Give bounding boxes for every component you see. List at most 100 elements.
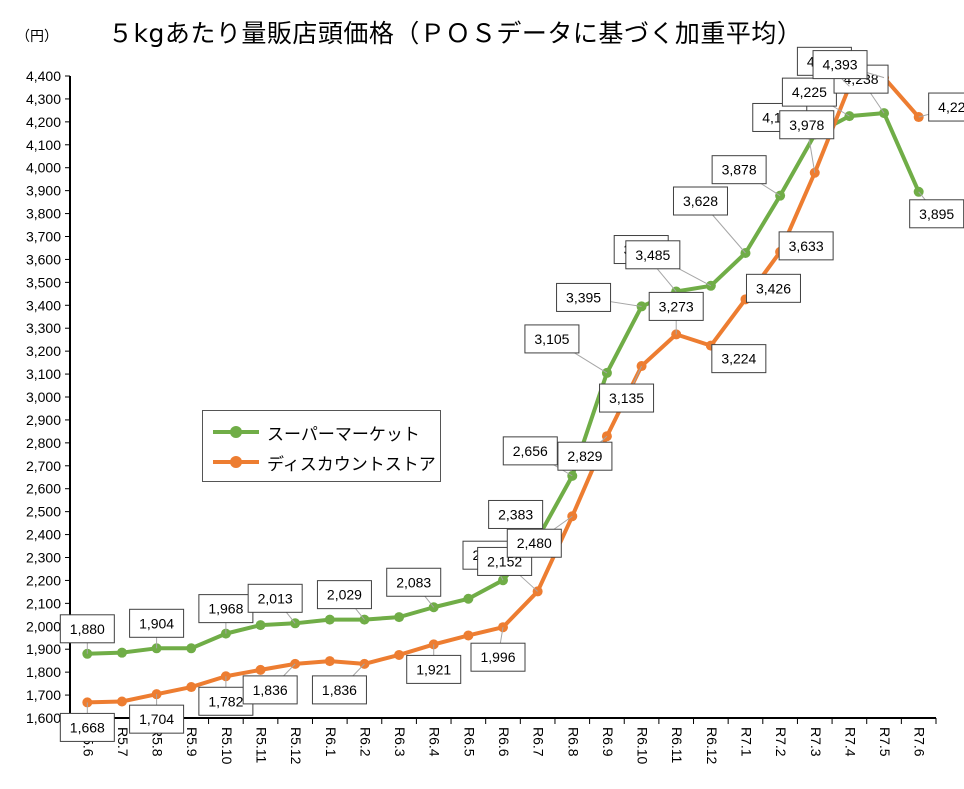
data-point — [394, 649, 405, 660]
x-tick-label: R6.6 — [496, 727, 512, 757]
data-label-box — [557, 441, 613, 471]
y-tick-label: 4,000 — [26, 160, 61, 176]
data-label: 3,878 — [722, 162, 757, 178]
y-tick-label: 4,300 — [26, 91, 61, 107]
data-label: 1,668 — [70, 719, 105, 735]
data-label: 1,904 — [139, 615, 174, 631]
data-label: 2,480 — [517, 535, 552, 551]
y-tick-label: 2,000 — [26, 618, 61, 634]
data-point — [255, 620, 266, 631]
data-label: 4,221 — [938, 99, 964, 115]
data-label: 1,836 — [253, 682, 288, 698]
data-label: 2,656 — [513, 443, 548, 459]
data-label-box — [242, 675, 298, 705]
legend-label-supermarket: スーパーマーケット — [267, 424, 420, 445]
data-label-box — [129, 704, 185, 734]
legend-swatch-discount — [213, 456, 259, 468]
y-tick-label: 1,900 — [26, 641, 61, 657]
data-label: 3,978 — [789, 117, 824, 133]
x-tick-label: R6.10 — [635, 727, 651, 765]
data-label: 3,224 — [721, 351, 756, 367]
y-tick-label: 4,100 — [26, 137, 61, 153]
data-label-box — [406, 654, 462, 684]
data-label-box — [711, 155, 767, 185]
x-tick-label: R6.11 — [669, 727, 685, 764]
data-point — [324, 656, 335, 667]
data-point — [324, 614, 335, 625]
data-label-box — [386, 567, 442, 597]
y-tick-label: 3,600 — [26, 251, 61, 267]
data-label-box — [247, 583, 303, 613]
data-label-box — [506, 528, 562, 558]
data-label-box — [311, 675, 367, 705]
data-point — [463, 630, 474, 641]
data-label-box — [672, 186, 728, 216]
y-tick-label: 4,200 — [26, 114, 61, 130]
data-label: 3,895 — [919, 206, 954, 222]
x-tick-label: R5.7 — [115, 727, 131, 757]
data-point — [394, 612, 405, 623]
data-label-box — [316, 580, 372, 610]
data-label: 1,921 — [416, 661, 451, 677]
y-tick-label: 2,200 — [26, 572, 61, 588]
y-tick-label: 2,800 — [26, 435, 61, 451]
data-label: 2,829 — [567, 448, 602, 464]
x-tick-label: R6.9 — [600, 727, 616, 757]
y-tick-label: 4,400 — [26, 68, 61, 84]
data-label: 1,782 — [208, 693, 243, 709]
data-label: 2,383 — [498, 506, 533, 522]
data-point — [116, 696, 127, 707]
y-axis-unit-label: （円） — [16, 29, 58, 45]
x-tick-label: R7.6 — [912, 727, 928, 757]
x-tick-label: R6.12 — [704, 727, 720, 765]
y-tick-label: 2,600 — [26, 481, 61, 497]
y-tick-label: 3,200 — [26, 343, 61, 359]
y-tick-label: 2,400 — [26, 527, 61, 543]
x-tick-label: R5.11 — [254, 727, 270, 764]
data-label-box — [502, 436, 558, 466]
data-label-box — [488, 499, 544, 529]
data-label: 3,628 — [683, 193, 718, 209]
x-tick-label: R6.1 — [323, 727, 339, 757]
data-label: 2,083 — [396, 574, 431, 590]
y-tick-label: 2,900 — [26, 412, 61, 428]
x-tick-label: R7.2 — [773, 727, 789, 757]
x-tick-label: R7.5 — [877, 727, 893, 757]
y-tick-label: 2,300 — [26, 550, 61, 566]
x-tick-label: R5.8 — [150, 727, 166, 757]
data-label: 2,013 — [258, 590, 293, 606]
data-label-box — [129, 608, 185, 638]
data-label-box — [599, 383, 655, 413]
x-tick-label: R6.8 — [565, 727, 581, 757]
y-tick-label: 1,800 — [26, 664, 61, 680]
data-point — [463, 593, 474, 604]
x-tick-label: R5.9 — [184, 727, 200, 757]
chart-title: ５kgあたり量販店頭価格（ＰＯＳデータに基づく加重平均） — [108, 19, 803, 48]
y-tick-label: 1,700 — [26, 687, 61, 703]
data-label: 3,395 — [566, 289, 601, 305]
x-tick-label: R7.4 — [842, 727, 858, 757]
data-point — [116, 647, 127, 658]
legend-item-supermarket: スーパーマーケット — [203, 421, 420, 445]
legend-label-discount: ディスカウントストア — [267, 454, 436, 475]
x-tick-label: R6.5 — [461, 727, 477, 757]
data-label: 1,968 — [208, 601, 243, 617]
data-label: 1,880 — [70, 621, 105, 637]
data-label-box — [59, 614, 115, 644]
data-label: 3,426 — [756, 280, 791, 296]
data-label: 2,029 — [327, 587, 362, 603]
y-tick-label: 3,000 — [26, 389, 61, 405]
y-tick-label: 2,700 — [26, 458, 61, 474]
data-label-box — [59, 712, 115, 742]
data-label-box — [556, 282, 612, 312]
data-label-box — [524, 324, 580, 354]
y-tick-label: 3,800 — [26, 206, 61, 222]
data-label: 3,135 — [609, 390, 644, 406]
data-label-box — [745, 273, 801, 303]
x-tick-label: R6.4 — [427, 727, 443, 757]
data-point — [186, 643, 197, 654]
y-tick-label: 1,600 — [26, 710, 61, 726]
data-label-box — [625, 240, 681, 270]
data-label: 3,105 — [534, 331, 569, 347]
